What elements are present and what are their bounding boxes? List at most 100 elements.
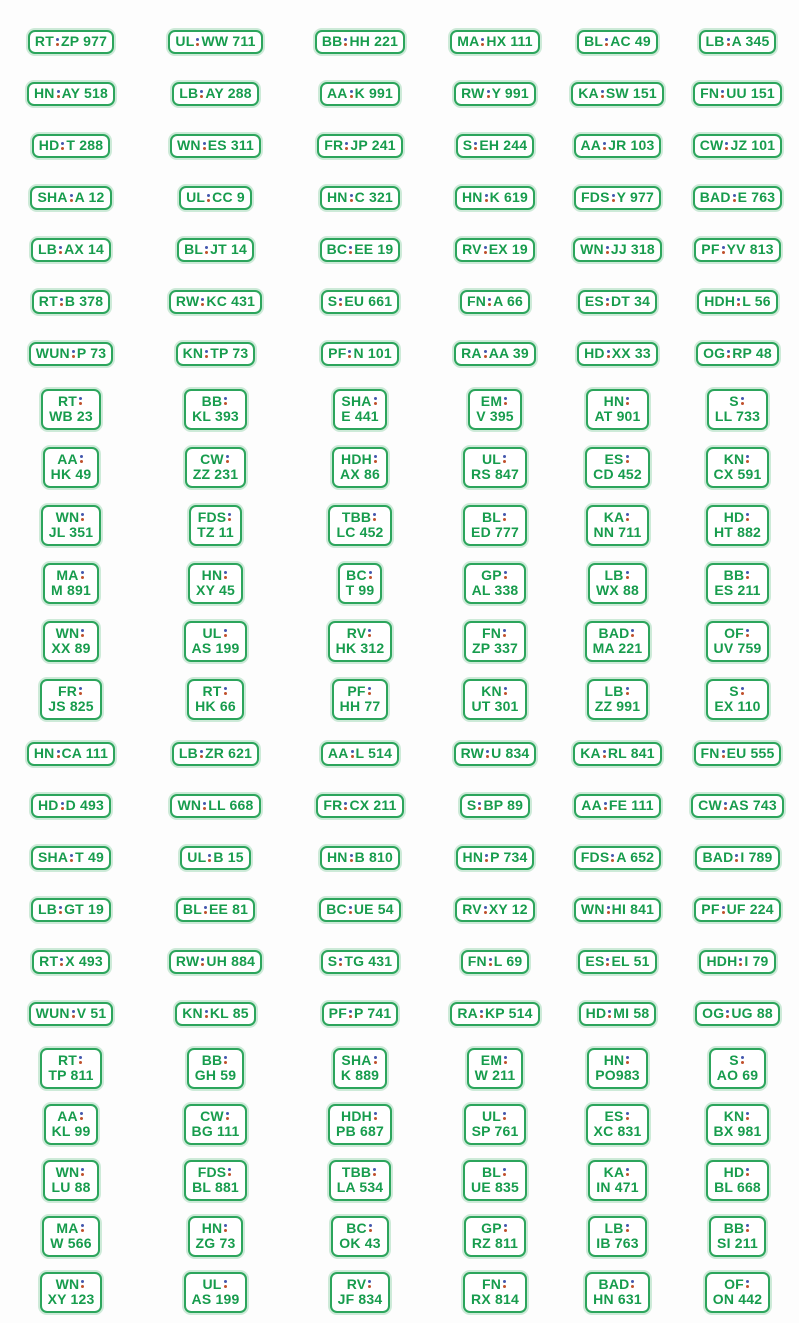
seal-bottom-dot [199, 754, 203, 758]
seal-bottom-dot [61, 146, 65, 150]
plate-number: CD 452 [593, 465, 642, 482]
registration-seal-icon [223, 1278, 227, 1291]
plate-cell: HN CA 111 [0, 742, 142, 766]
registration-seal-icon [79, 1110, 83, 1123]
license-plate: FR JS 825 [40, 678, 102, 720]
seal-bottom-dot [368, 576, 372, 579]
registration-seal-icon [79, 1054, 83, 1067]
plate-region: RW [175, 953, 200, 969]
license-plate: BC UE 54 [319, 898, 401, 922]
registration-seal-icon [349, 87, 353, 100]
plate-cell: CW AS 743 [676, 794, 799, 818]
plate-region: SHA [341, 392, 372, 409]
seal-top-dot [485, 853, 489, 857]
plate-region: FDS [197, 1163, 227, 1180]
plate-cell: OG UG 88 [676, 1002, 799, 1026]
plate-cell: LB ZR 621 [142, 742, 289, 766]
license-plate: ES CD 452 [585, 446, 650, 488]
seal-bottom-dot [373, 460, 377, 463]
seal-top-dot [483, 349, 487, 353]
plate-line1: TBB [342, 509, 378, 525]
registration-seal-icon [486, 747, 490, 760]
plate-row: HD T 288 WN ES 311 FR JP 241 S EH 244 AA JR 103 CW… [0, 120, 799, 172]
registration-seal-icon [626, 1054, 630, 1067]
seal-bottom-dot [205, 354, 209, 358]
plate-number: JP 241 [350, 137, 396, 153]
plate-cell: HD MI 58 [559, 1002, 676, 1026]
plate-line1: BL [482, 509, 508, 525]
license-plate: AA FE 111 [574, 794, 661, 818]
seal-top-dot [208, 853, 212, 857]
registration-seal-icon [349, 243, 353, 256]
registration-seal-icon [723, 799, 727, 812]
registration-seal-icon [503, 569, 507, 582]
license-plate: AA L 514 [320, 742, 400, 766]
plate-line1: OF [724, 1276, 751, 1292]
plate-row: RT X 493 RW UH 884 S TG 431 FN L 69 ES EL 51 HDH I … [0, 936, 799, 988]
license-plate: KA SW 151 [571, 82, 664, 106]
plate-cell: HN ZG 73 [142, 1215, 289, 1257]
plate-line1: OF [724, 625, 751, 641]
plate-region: KN [182, 345, 204, 361]
plate-line1: HD [724, 509, 752, 525]
seal-bottom-dot [224, 402, 228, 405]
seal-bottom-dot [721, 250, 725, 254]
license-plate: WN ES 311 [169, 134, 262, 158]
registration-seal-icon [740, 1054, 744, 1067]
plate-region: KN [182, 1005, 203, 1021]
seal-bottom-dot [732, 198, 736, 202]
seal-top-dot [59, 905, 63, 909]
plate-line1: LB [604, 1220, 630, 1236]
plate-cell: KN TP 73 [142, 342, 289, 366]
seal-top-dot [367, 687, 371, 690]
plate-region: KA [578, 85, 599, 101]
registration-seal-icon [488, 295, 492, 308]
license-plate: AA JR 103 [573, 134, 662, 158]
plate-row: MA W 566 HN ZG 73 BC OK 43 GP RZ 811 LB IB 763 BB S… [0, 1208, 799, 1264]
plate-region: HN [33, 745, 55, 761]
plate-cell: BB ES 211 [676, 562, 799, 604]
license-plate: HDH PB 687 [328, 1103, 392, 1145]
seal-top-dot [727, 349, 731, 353]
plate-region: BAD [598, 1275, 630, 1292]
registration-seal-icon [626, 1166, 630, 1179]
plate-cell: RA KP 514 [431, 1002, 559, 1026]
registration-seal-icon [745, 1278, 749, 1291]
license-plate: BB ES 211 [706, 562, 769, 604]
plate-number: W 566 [50, 1234, 92, 1251]
seal-bottom-dot [225, 1117, 229, 1120]
plate-region: BB [321, 33, 343, 49]
registration-seal-icon [223, 685, 227, 698]
seal-top-dot [71, 1009, 75, 1013]
seal-bottom-dot [625, 692, 629, 695]
plate-number: UT 301 [471, 697, 519, 714]
plate-cell: S AO 69 [676, 1047, 799, 1089]
registration-seal-icon [721, 87, 725, 100]
seal-top-dot [746, 513, 750, 516]
plate-region: HD [584, 345, 605, 361]
license-plate: MA W 566 [42, 1215, 100, 1257]
plate-line1: FN [482, 625, 508, 641]
license-plate: BB HH 221 [314, 30, 406, 54]
plate-cell: LB AX 14 [0, 238, 142, 262]
plate-line1: RV [347, 625, 374, 641]
license-plate: OG UG 88 [695, 1002, 780, 1026]
plate-number: P 741 [353, 1005, 392, 1021]
registration-seal-icon [225, 453, 229, 466]
plate-number: XY 123 [47, 1290, 95, 1307]
seal-top-dot [611, 853, 615, 857]
plate-number: L 514 [355, 745, 393, 761]
license-plate: LB IB 763 [588, 1215, 647, 1257]
plate-cell: FR JS 825 [0, 678, 142, 720]
plate-number: L 56 [742, 293, 771, 309]
plate-cell: RT HK 66 [142, 678, 289, 720]
plate-region: HD [723, 1163, 745, 1180]
license-plate: BB KL 393 [184, 388, 247, 430]
seal-top-dot [739, 957, 743, 961]
seal-bottom-dot [81, 1173, 85, 1176]
seal-bottom-dot [339, 962, 343, 966]
seal-top-dot [503, 571, 507, 574]
plate-row: RT TP 811 BB GH 59 SHA K 889 EM W 211 HN PO983 S AO… [0, 1040, 799, 1096]
seal-bottom-dot [204, 1014, 208, 1018]
registration-seal-icon [746, 511, 750, 524]
